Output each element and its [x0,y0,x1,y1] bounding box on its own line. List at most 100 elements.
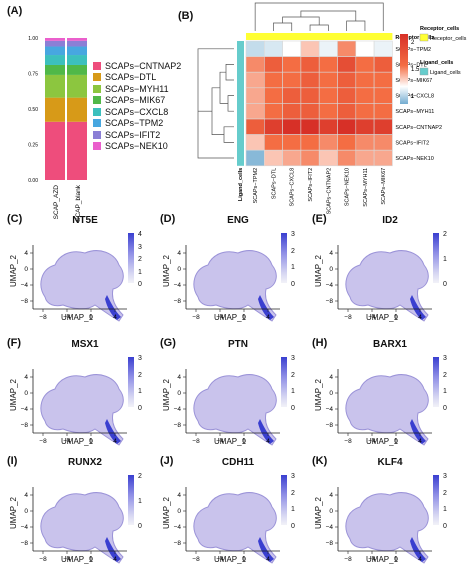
receptor-annotation-title: Receptor_cells [395,35,434,41]
annotation-legend-swatch [419,67,429,76]
umap-gene-title: CDH11 [221,457,255,468]
heatmap-cell [245,149,265,167]
bar-segment [45,40,65,47]
y-tick-label: 4 [24,250,28,257]
heatmap-cell [300,56,320,73]
legend-item: SCAPs−CNTNAP2 [93,60,181,72]
x-tick-label: −4 [63,314,71,321]
heatmap-cell [337,103,357,120]
colorbar-tick: 2 [443,371,447,379]
y-tick-label: 4 [177,492,181,499]
y-tick-label: −4 [326,406,334,413]
umap-high-expression-region [258,295,274,320]
colorbar-tick: 3 [291,231,295,238]
colorbar-tick: 1 [443,256,447,263]
umap-x-label: UMAP_1 [366,437,399,446]
heatmap-cell [282,56,302,73]
heatmap-cell [355,87,375,104]
umap-y-label: UMAP_2 [162,496,171,529]
umap-high-expression-region [410,295,426,320]
x-tick-label: −8 [344,314,352,321]
x-tick-label: 0 [242,438,246,445]
heatmap-cell [355,71,375,89]
annotation-legend-title: Receptor_cells [420,26,459,32]
colorbar-tick: 1 [291,506,295,514]
heatmap-cell [300,149,320,167]
row-dendrogram-branch [219,71,228,104]
colorbar-tick: 2 [291,371,295,379]
legend-label: SCAPs−CXCL8 [105,106,169,117]
colorbar-tick: 0 [138,281,142,288]
umap-high-expression-region [258,419,274,444]
legend-swatch [93,107,101,116]
heatmap-colorbar [400,34,408,104]
y-tick-label: 0 [24,266,28,273]
ligand-annotation-bar [237,41,244,166]
heatmap-col-label: SCAPs−TPM2 [253,168,259,204]
y-tick-label: −8 [174,298,182,305]
annotation-legend-label: Ligand_cells [430,70,461,76]
expression-colorbar [433,357,439,407]
legend-swatch [93,73,101,82]
x-tick-label: 0 [89,314,93,321]
heatmap-cell [245,87,265,104]
y-tick-label: −4 [174,282,182,289]
umap-x-label: UMAP_1 [214,555,247,564]
heatmap-cell [282,103,302,120]
y-tick-label: −4 [174,406,182,413]
heatmap-cell [355,40,375,57]
legend-label: SCAPs−DTL [105,72,157,83]
annotation-legend-label: Receptor_cells [430,36,467,42]
legend-item: SCAPs−IFIT2 [93,129,181,141]
panel-label: (K) [312,455,328,467]
umap-cell-cloud [345,250,429,322]
umap-high-expression-region [105,419,121,444]
heatmap-col-label: SCAPs−MYH11 [363,168,369,207]
colorbar-tick: 3 [291,473,295,480]
umap-x-label: UMAP_1 [214,313,247,322]
expression-colorbar [281,233,287,283]
heatmap-col-label: SCAPs−CNTNAP2 [326,168,332,215]
x-tick-label: −8 [39,556,47,563]
colorbar-tick: 2 [411,40,415,46]
heatmap-cell [318,87,338,104]
umap-x-label: UMAP_1 [366,555,399,564]
colorbar-tick: 1 [411,94,415,100]
y-tick-label: 0 [329,390,333,397]
x-tick-label: 4 [418,556,422,563]
y-tick-label: 0 [329,266,333,273]
heatmap-cell [282,40,302,57]
y-tick-label: 0 [177,390,181,397]
umap-x-label: UMAP_1 [214,437,247,446]
umap-cell-cloud [193,492,277,564]
umap-gene-title: NT5E [72,215,98,226]
x-tick-label: −8 [39,438,47,445]
col-dendrogram-branch [282,16,320,25]
y-tick-label: −8 [174,540,182,547]
y-tick-label: 4 [24,374,28,381]
x-tick-label: 0 [89,438,93,445]
legend-label: SCAPs−NEK10 [105,141,168,152]
expression-colorbar [128,475,134,525]
umap-scatter: −8 −4 0 4 4 0 −4 −8 [174,245,280,322]
x-tick-label: −4 [63,556,71,563]
heatmap-cell [337,71,357,89]
umap-cell-cloud [40,250,124,322]
y-tick-label: 4 [177,374,181,381]
col-dendrogram-branch [300,10,357,21]
colorbar-tick: 0 [291,281,295,288]
umap-cell-cloud [40,374,124,446]
heatmap-cell [318,149,338,167]
x-tick-label: −8 [344,438,352,445]
umap-cell-cloud [40,492,124,564]
x-tick-label: −8 [344,556,352,563]
panel-label: (I) [7,455,18,467]
colorbar-tick: 0 [443,405,447,412]
bar-segment [45,64,65,75]
heatmap-cell [373,87,393,104]
y-tick-label: −8 [21,422,29,429]
legend-label: SCAPs−CNTNAP2 [105,60,182,71]
umap-high-expression-region [410,419,426,444]
x-tick-label: 0 [89,556,93,563]
